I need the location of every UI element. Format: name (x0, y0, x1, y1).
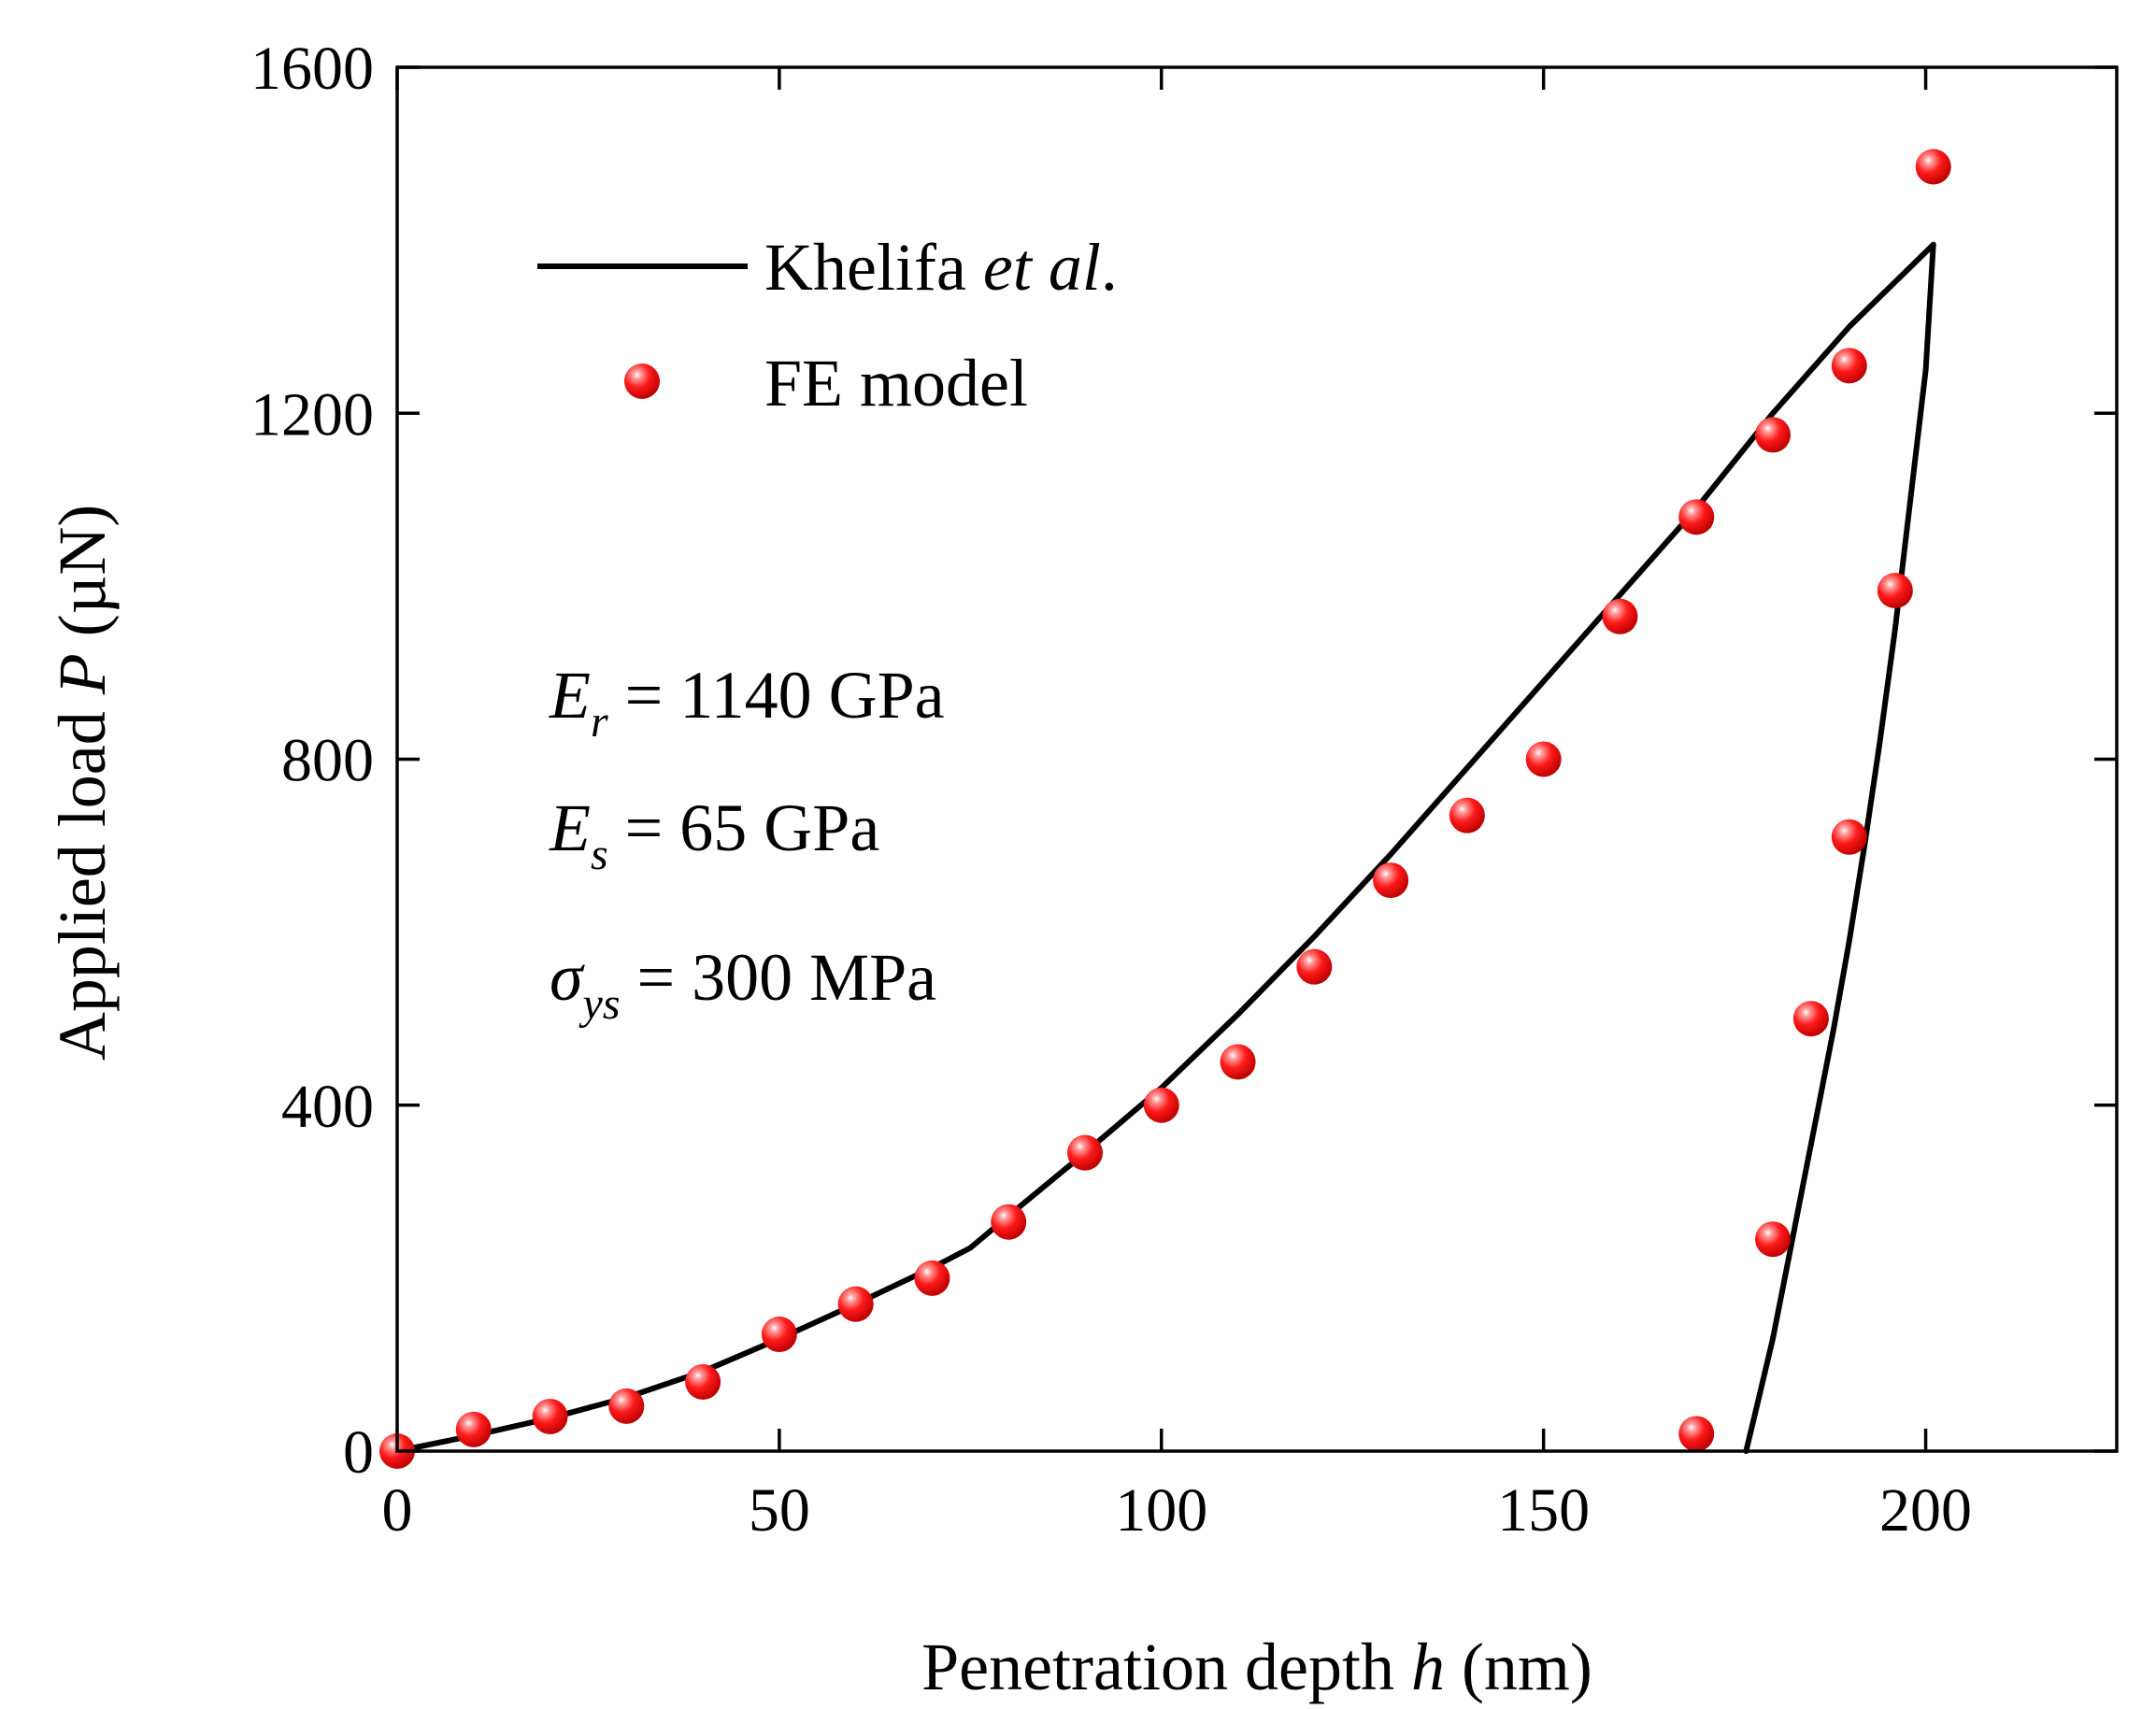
fe-model-point-16 (1602, 598, 1638, 634)
fe-model-point-5 (761, 1317, 797, 1353)
x-tick-label-100: 100 (1115, 1476, 1207, 1545)
x-axis-title-variable: h (1411, 1630, 1445, 1704)
fe-model-point-21 (1877, 573, 1913, 609)
param-er-symbol: E (549, 658, 591, 733)
legend: Khelifa et al. FE model (537, 230, 1118, 420)
param-es-subscript: s (591, 830, 608, 879)
y-axis-title-suffix: (µN) (45, 505, 120, 653)
param-es-symbol: E (549, 790, 591, 865)
y-tick-label-400: 400 (281, 1073, 374, 1141)
fe-model-point-10 (1143, 1087, 1179, 1123)
param-er: Er = 1140 GPa (549, 658, 945, 747)
fe-model-point-13 (1373, 862, 1409, 899)
y-tick-label-1200: 1200 (250, 380, 374, 449)
param-sigma-subscript: ys (578, 979, 621, 1029)
x-axis-title-prefix: Penetration depth (921, 1630, 1411, 1704)
y-tick-label-1600: 1600 (250, 35, 374, 103)
fe-model-point-14 (1449, 797, 1485, 833)
khelifa-curve-loading (394, 241, 1936, 1454)
param-er-value: = 1140 GPa (608, 658, 945, 733)
fe-model-point-18 (1755, 417, 1791, 453)
param-sigma-value: = 300 MPa (621, 940, 937, 1015)
fe-model-point-19 (1831, 348, 1867, 384)
fe-model-point-9 (1067, 1134, 1103, 1171)
fe-model-point-22 (1831, 819, 1867, 855)
x-axis-title-suffix: (nm) (1445, 1630, 1592, 1704)
x-axis-title: Penetration depth h (nm) (921, 1630, 1592, 1704)
plot-frame (395, 65, 2119, 1453)
fe-model-point-15 (1525, 741, 1562, 777)
plot-series (379, 149, 1951, 1469)
param-sigma-symbol: σ (550, 940, 585, 1015)
y-tick-label-800: 800 (281, 727, 374, 795)
fe-model-point-4 (685, 1363, 721, 1400)
fe-model-point-20 (1915, 149, 1951, 185)
legend-khelifa-etal: et al (983, 230, 1101, 305)
x-tick-label-150: 150 (1497, 1476, 1590, 1545)
param-er-subscript: r (591, 697, 608, 747)
tick-labels: 0 50 100 150 200 0 400 800 1200 1600 (250, 35, 1972, 1545)
fe-model-point-3 (608, 1388, 645, 1424)
y-tick-label-0: 0 (343, 1418, 374, 1487)
param-es: Es = 65 GPa (549, 790, 879, 879)
legend-khelifa-period: . (1101, 230, 1118, 305)
fe-model-point-12 (1296, 948, 1333, 985)
fe-model-point-8 (991, 1203, 1027, 1240)
fe-model-point-24 (1755, 1221, 1791, 1258)
x-tick-label-50: 50 (749, 1476, 810, 1545)
x-tick-label-0: 0 (382, 1476, 413, 1545)
param-es-value: = 65 GPa (608, 790, 880, 865)
fe-model-point-6 (837, 1286, 874, 1322)
x-tick-label-200: 200 (1879, 1476, 1972, 1545)
legend-label-fe-model: FE model (764, 346, 1028, 420)
legend-marker-sample (624, 363, 660, 399)
fe-model-point-17 (1678, 499, 1715, 535)
y-axis-title-variable: P (45, 653, 120, 695)
param-sigma-ys: σys = 300 MPa (550, 940, 936, 1029)
fe-model-point-7 (914, 1260, 950, 1296)
fe-model-point-1 (455, 1411, 492, 1447)
axis-ticks (395, 65, 2117, 1453)
fe-model-point-2 (532, 1398, 568, 1434)
fe-model-point-25 (1678, 1416, 1715, 1452)
khelifa-curve-unloading (1743, 241, 1936, 1454)
fe-model-point-23 (1792, 1001, 1829, 1037)
material-parameters: Er = 1140 GPa Es = 65 GPa σys = 300 MPa (549, 658, 945, 1029)
legend-label-khelifa: Khelifa et al. (764, 230, 1118, 305)
fe-model-point-11 (1220, 1044, 1256, 1080)
y-axis-title: Applied load P (µN) (45, 505, 120, 1061)
legend-khelifa-name: Khelifa (764, 230, 983, 305)
y-axis-title-prefix: Applied load (45, 694, 120, 1061)
